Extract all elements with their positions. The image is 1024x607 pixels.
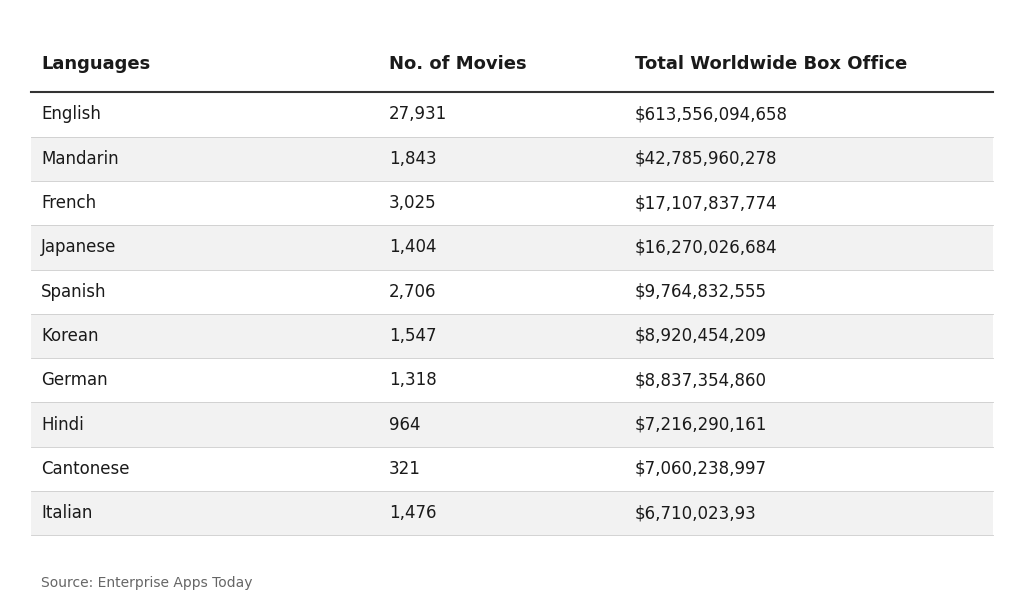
Text: 3,025: 3,025 <box>389 194 437 212</box>
Text: 27,931: 27,931 <box>389 106 447 123</box>
Text: Italian: Italian <box>41 504 92 522</box>
Text: Languages: Languages <box>41 55 151 73</box>
Text: 1,843: 1,843 <box>389 150 437 168</box>
Bar <box>31 225 993 270</box>
Text: 321: 321 <box>389 460 421 478</box>
Text: Source: Enterprise Apps Today: Source: Enterprise Apps Today <box>41 575 253 590</box>
Text: Total Worldwide Box Office: Total Worldwide Box Office <box>635 55 907 73</box>
Bar <box>31 402 993 447</box>
Text: $7,060,238,997: $7,060,238,997 <box>635 460 767 478</box>
Text: $613,556,094,658: $613,556,094,658 <box>635 106 787 123</box>
Text: 1,547: 1,547 <box>389 327 436 345</box>
Text: $16,270,026,684: $16,270,026,684 <box>635 239 777 256</box>
Text: $17,107,837,774: $17,107,837,774 <box>635 194 777 212</box>
Text: Hindi: Hindi <box>41 416 84 433</box>
Text: 2,706: 2,706 <box>389 283 436 300</box>
Text: German: German <box>41 371 108 389</box>
Text: 1,404: 1,404 <box>389 239 436 256</box>
Bar <box>31 137 993 181</box>
Text: No. of Movies: No. of Movies <box>389 55 526 73</box>
Text: French: French <box>41 194 96 212</box>
Text: Cantonese: Cantonese <box>41 460 129 478</box>
Text: 964: 964 <box>389 416 421 433</box>
Bar <box>31 314 993 358</box>
Text: $9,764,832,555: $9,764,832,555 <box>635 283 767 300</box>
Text: 1,476: 1,476 <box>389 504 436 522</box>
Text: $6,710,023,93: $6,710,023,93 <box>635 504 757 522</box>
Text: Japanese: Japanese <box>41 239 117 256</box>
Text: Spanish: Spanish <box>41 283 106 300</box>
Text: $8,837,354,860: $8,837,354,860 <box>635 371 767 389</box>
Text: Korean: Korean <box>41 327 98 345</box>
Text: $7,216,290,161: $7,216,290,161 <box>635 416 767 433</box>
Text: English: English <box>41 106 100 123</box>
Text: $42,785,960,278: $42,785,960,278 <box>635 150 777 168</box>
Text: $8,920,454,209: $8,920,454,209 <box>635 327 767 345</box>
Bar <box>31 491 993 535</box>
Text: Mandarin: Mandarin <box>41 150 119 168</box>
Text: 1,318: 1,318 <box>389 371 437 389</box>
